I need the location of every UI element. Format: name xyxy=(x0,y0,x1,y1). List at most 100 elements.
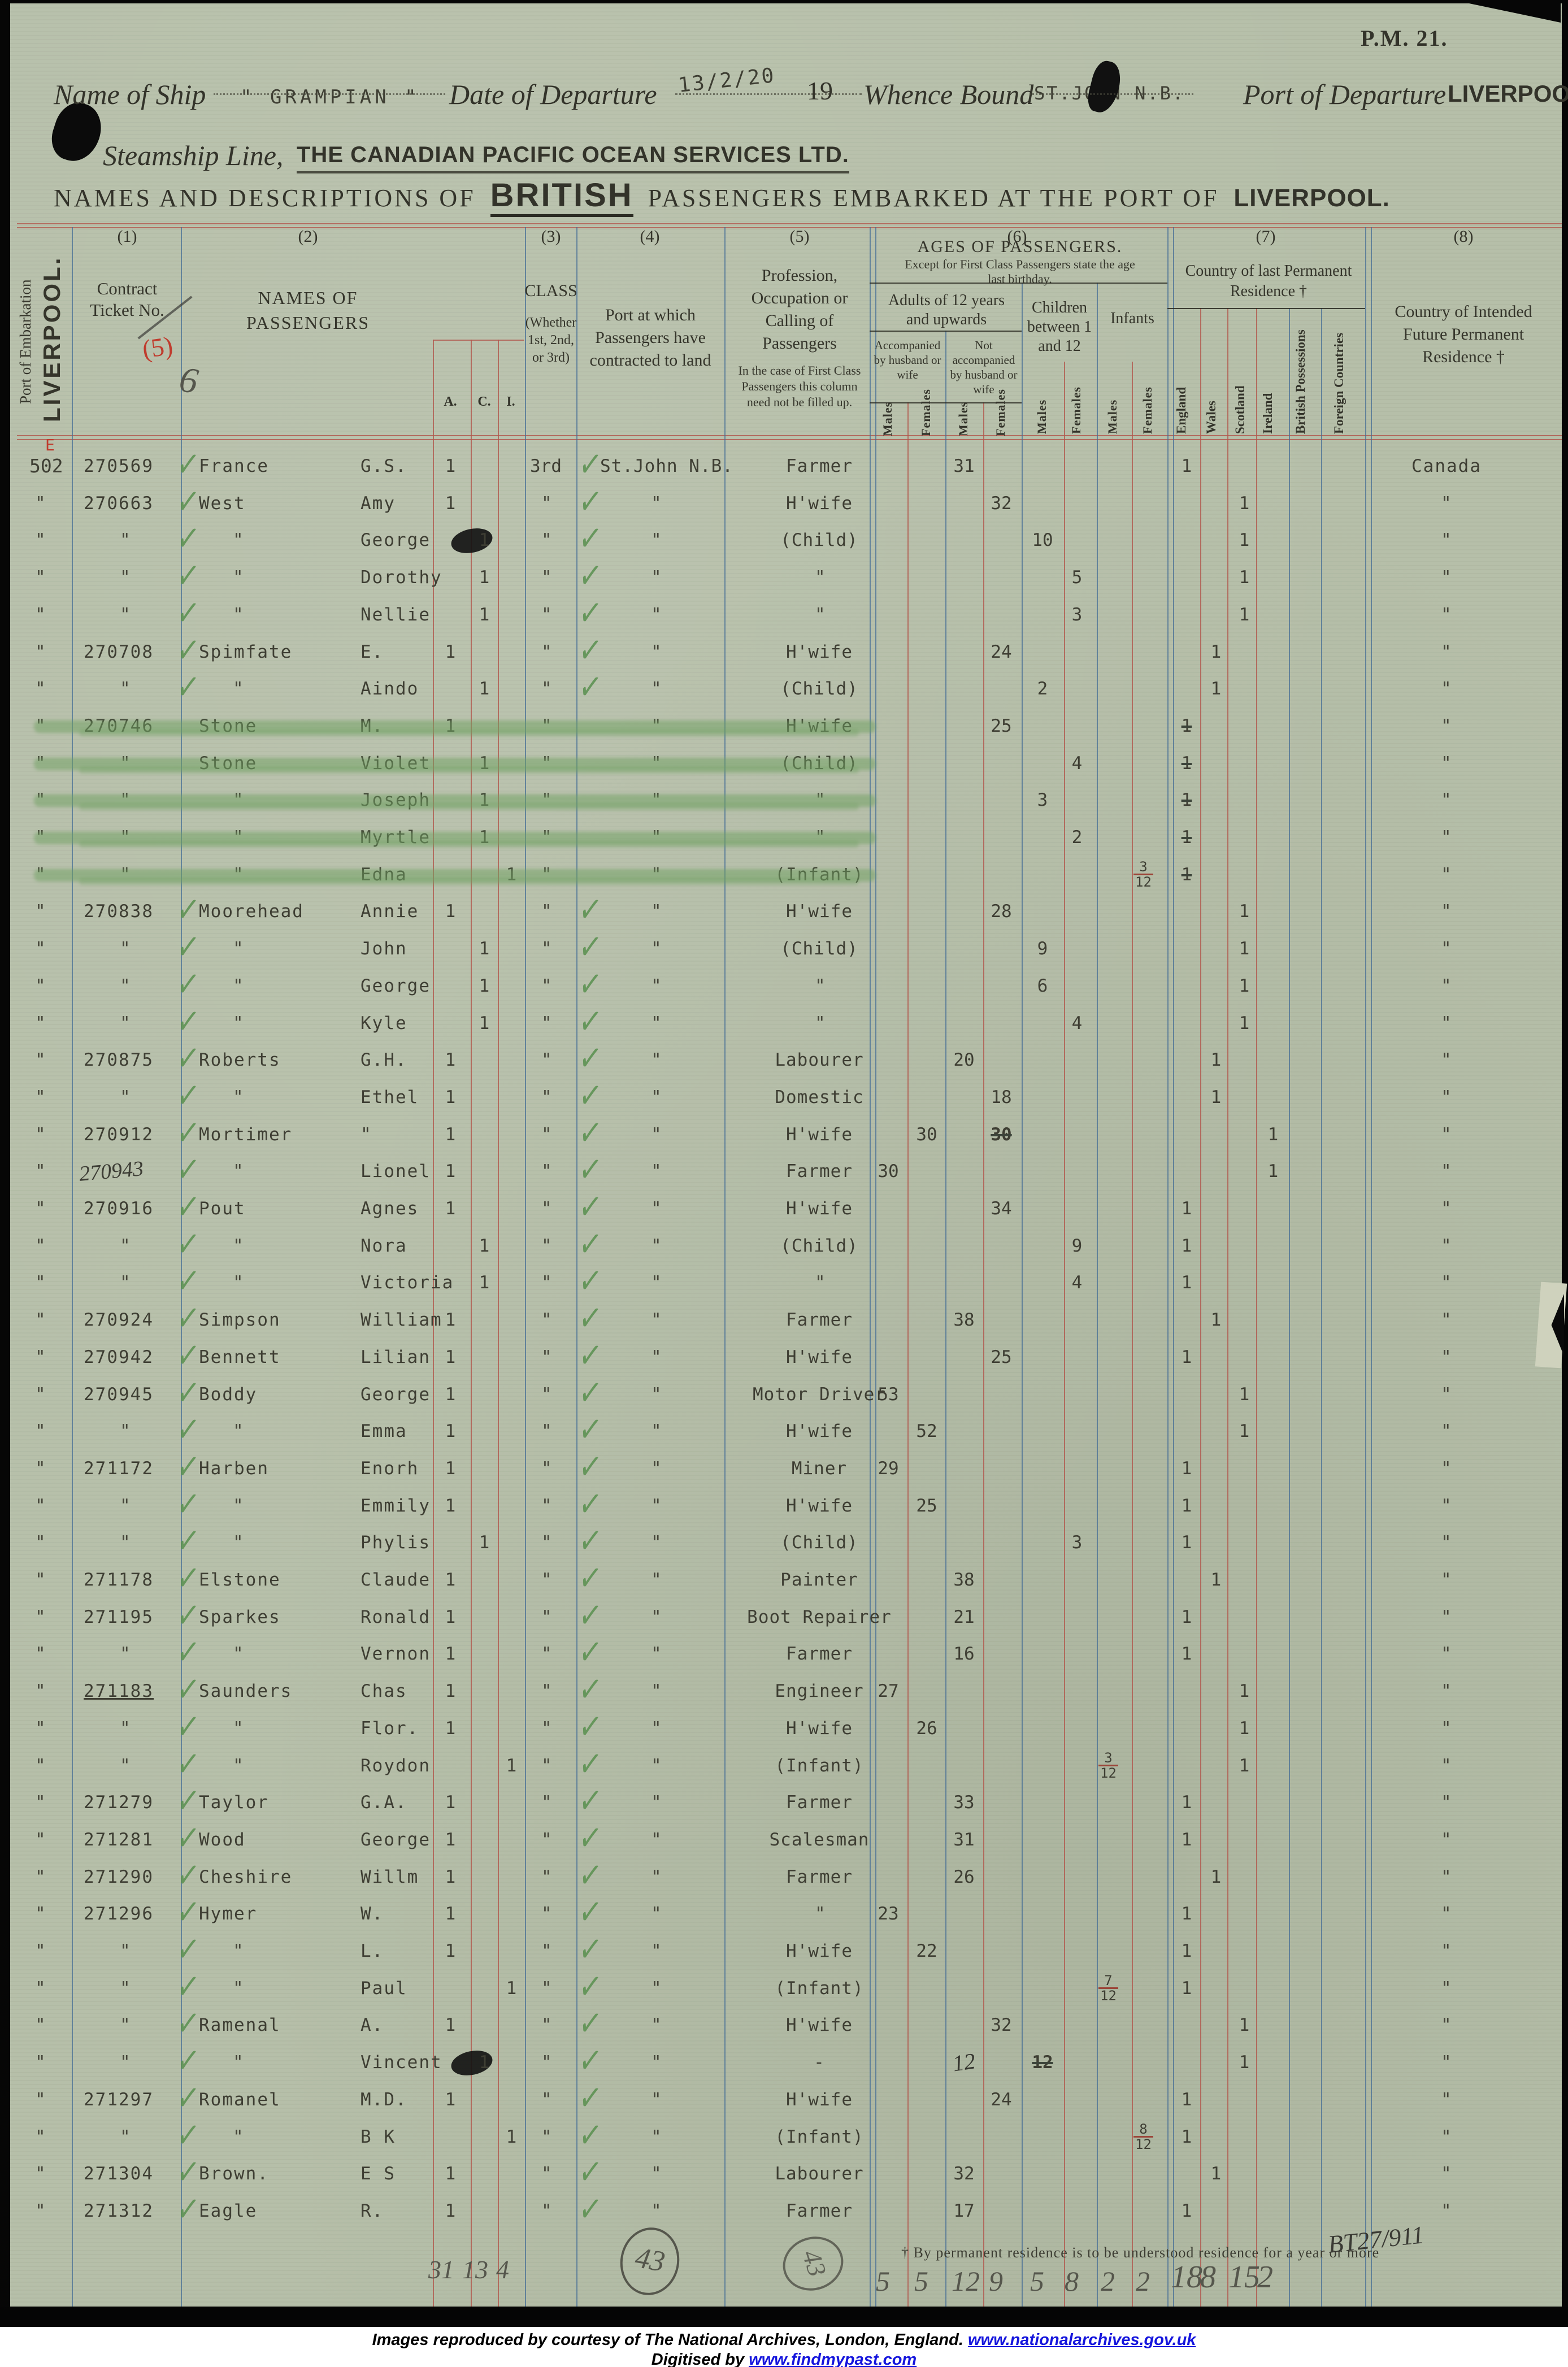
cell-residence-mark: 1 xyxy=(1239,1421,1250,1442)
ship-name-underline xyxy=(214,93,445,95)
green-strike xyxy=(79,878,859,885)
cell-embark-ditto: " xyxy=(35,2126,46,2147)
cell-surname-ditto: " xyxy=(233,1161,244,1182)
cell-class-mark: 1 xyxy=(479,975,490,996)
cell-class-ditto: " xyxy=(541,1198,552,1219)
cell-country-ditto: " xyxy=(1441,679,1452,700)
cell-embark-ditto: " xyxy=(35,1792,46,1813)
table-row: " 271312 ✓ ✓ Eagle R. 1 " " Farmer 17 1 " xyxy=(0,2187,1568,2233)
cell-residence-mark: 1 xyxy=(1181,1198,1192,1219)
cell-residence-mark: 1 xyxy=(1181,2089,1192,2110)
table-row: " " ✓ ✓ " Emma 1 " " H'wife 52 1 " xyxy=(0,1407,1568,1453)
cell-occupation: Farmer xyxy=(786,1310,853,1331)
grid-hline xyxy=(17,223,1562,224)
cell-age-fraction: 3 12 xyxy=(1133,860,1153,889)
cell-class-ditto: " xyxy=(541,1792,552,1813)
cell-ticket: 271312 xyxy=(84,2200,154,2221)
cell-class-mark: 1 xyxy=(445,1606,456,1627)
col3-number: (3) xyxy=(541,227,561,246)
col6-number: (6) xyxy=(1007,227,1027,246)
cell-country-ditto: " xyxy=(1441,2089,1452,2110)
cell-residence-mark: 1 xyxy=(1181,1792,1192,1813)
grid-vline xyxy=(875,227,876,2307)
cell-port-ditto: " xyxy=(651,2200,662,2221)
cell-residence-mark: 1 xyxy=(1181,1458,1192,1479)
cell-ticket-ditto: " xyxy=(120,1495,131,1516)
cell-country-ditto: " xyxy=(1441,1161,1452,1182)
table-row: " " ✓ ✓ " Nellie 1 " " " 3 1 " xyxy=(0,590,1568,636)
cell-country-ditto: " xyxy=(1441,1904,1452,1925)
cell-ticket-ditto: " xyxy=(120,1087,131,1108)
cell-age: 38 xyxy=(953,1310,975,1331)
cell-occupation: (Infant) xyxy=(775,2126,864,2147)
total-residence-column: 2 xyxy=(1257,2260,1273,2295)
cell-port-ditto: " xyxy=(651,530,662,551)
cell-port-ditto: " xyxy=(651,1495,662,1516)
cell-embark-ditto: " xyxy=(35,1050,46,1071)
cell-port-ditto: " xyxy=(651,1606,662,1627)
total-age-column: 5 xyxy=(876,2265,890,2297)
cell-class-ditto: " xyxy=(541,901,552,922)
cell-occupation: H'wife xyxy=(786,1347,853,1367)
cell-residence-mark: 1 xyxy=(1210,1570,1222,1590)
cell-port-ditto: " xyxy=(651,1087,662,1108)
cell-port-ditto: " xyxy=(651,1310,662,1331)
grid-vline xyxy=(1227,308,1228,2307)
cell-given-name: R. xyxy=(360,2200,384,2221)
ages-mf-label: Males xyxy=(1035,399,1049,434)
cell-age: 2 xyxy=(1071,827,1083,848)
cell-ticket: 270942 xyxy=(84,1347,154,1367)
cell-country-ditto: " xyxy=(1441,1829,1452,1850)
cell-residence-mark: 1 xyxy=(1181,827,1192,848)
cell-ticket: 270916 xyxy=(84,1198,154,1219)
cell-given-name: G.A. xyxy=(360,1792,407,1813)
cell-embark-ditto: " xyxy=(35,493,46,514)
cell-given-name: Nellie xyxy=(360,604,431,625)
cell-country-ditto: " xyxy=(1441,567,1452,588)
cell-age: 4 xyxy=(1071,753,1083,774)
cell-occupation: Scalesman xyxy=(769,1829,870,1850)
watermark-footer: Images reproduced by courtesy of The Nat… xyxy=(0,2327,1568,2367)
cell-surname: Eagle xyxy=(199,2200,258,2221)
cell-residence-mark: 1 xyxy=(1239,1755,1250,1776)
cell-class-mark: 1 xyxy=(445,1198,456,1219)
cell-given-name: E. xyxy=(360,641,384,662)
cell-age: 10 xyxy=(1032,530,1053,551)
cell-country-ditto: " xyxy=(1441,1941,1452,1961)
cell-country: Canada xyxy=(1411,456,1482,476)
port-of-departure-label: Port of Departure xyxy=(1243,79,1447,110)
cell-country-ditto: " xyxy=(1441,1570,1452,1590)
cell-ticket: 271178 xyxy=(84,1570,154,1590)
cell-class-mark: 1 xyxy=(479,1272,490,1293)
green-strike xyxy=(34,720,876,733)
national-archives-link[interactable]: www.nationalarchives.gov.uk xyxy=(967,2331,1196,2349)
cell-age: 32 xyxy=(953,2164,975,2184)
table-row: " 271178 ✓ ✓ Elstone Claude 1 " " Painter 38 1 " xyxy=(0,1556,1568,1602)
table-row: ""StoneViolet1""(Child)41" xyxy=(0,746,1568,784)
table-row: " 270942 ✓ ✓ Bennett Lilian 1 " " H'wife 25 1 " xyxy=(0,1332,1568,1379)
cell-occupation: Farmer xyxy=(786,2200,853,2221)
cell-occupation: H'wife xyxy=(786,2089,853,2110)
cell-surname: Taylor xyxy=(199,1792,269,1813)
cell-ticket: 270708 xyxy=(84,641,154,662)
cell-residence-mark: 1 xyxy=(1239,939,1250,959)
table-row: " " ✓ ✓ Ramenal A. 1 " " H'wife 32 1 " xyxy=(0,2001,1568,2047)
cell-country-ditto: " xyxy=(1441,1866,1452,1887)
cell-residence-mark: 1 xyxy=(1181,1606,1192,1627)
cell-country-ditto: " xyxy=(1441,1718,1452,1739)
cell-embark-ditto: " xyxy=(35,939,46,959)
cell-surname-ditto: " xyxy=(233,2052,244,2073)
cell-surname-ditto: " xyxy=(233,604,244,625)
cell-ticket-ditto: " xyxy=(120,1644,131,1665)
cell-given-name: Kyle xyxy=(360,1013,407,1033)
cell-class-ditto: " xyxy=(541,641,552,662)
cell-residence-mark: 1 xyxy=(1267,1124,1279,1145)
col4-label: Port at which Passengers have contracted… xyxy=(589,306,711,370)
findmypast-link[interactable]: www.findmypast.com xyxy=(749,2350,917,2367)
cell-country-ditto: " xyxy=(1441,1606,1452,1627)
grid-vline xyxy=(1167,227,1169,2307)
cell-ticket-ditto: " xyxy=(120,1941,131,1961)
cell-class-mark: 1 xyxy=(445,1904,456,1925)
cell-ticket: 270912 xyxy=(84,1124,154,1145)
title-pre: NAMES AND DESCRIPTIONS OF xyxy=(54,184,476,212)
